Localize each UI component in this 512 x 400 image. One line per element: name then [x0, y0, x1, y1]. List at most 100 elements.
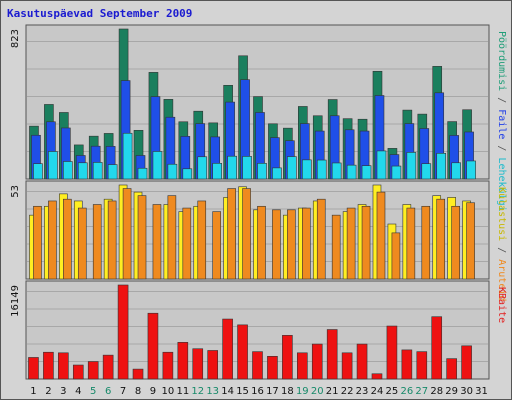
- bar-Aruteid-8: [137, 195, 147, 280]
- bar-Aruteid-23: [361, 205, 371, 280]
- bar-Aruteid-11: [182, 207, 192, 280]
- bar-KBaite-10: [162, 351, 174, 380]
- legend-text: Külastusi / Aruteid: [496, 187, 507, 301]
- bar-KBaite-11: [177, 342, 189, 380]
- bar-Lehekülgi-6: [107, 164, 118, 180]
- bar-Aruteid-14: [227, 188, 236, 280]
- bar-Lehekülgi-18: [287, 156, 297, 180]
- bar-Lehekülgi-26: [406, 152, 417, 180]
- bar-Aruteid-27: [421, 205, 431, 280]
- x-tick-3: 3: [60, 386, 66, 397]
- panel-usage-ymax-label: 823: [10, 29, 21, 48]
- x-tick-26: 26: [400, 386, 413, 397]
- bar-KBaite-2: [43, 351, 54, 380]
- legend-item-KBaite: KBaite: [496, 287, 507, 323]
- bar-KBaite-22: [341, 352, 353, 380]
- bar-Lehekülgi-2: [48, 151, 58, 180]
- bar-KBaite-9: [147, 312, 159, 380]
- bar-Lehekülgi-15: [242, 156, 252, 180]
- bar-Lehekülgi-4: [77, 162, 88, 180]
- bar-Aruteid-1: [33, 205, 42, 280]
- panel-kb-ymax-label: 16149: [10, 285, 21, 317]
- bar-Aruteid-9: [152, 204, 162, 280]
- bar-Aruteid-10: [167, 195, 177, 280]
- x-tick-27: 27: [415, 386, 428, 397]
- bar-KBaite-19: [297, 352, 308, 380]
- bar-Aruteid-4: [77, 207, 87, 280]
- bar-KBaite-16: [252, 351, 263, 380]
- bar-Lehekülgi-13: [212, 163, 222, 180]
- bar-Lehekülgi-20: [316, 159, 327, 180]
- bar-KBaite-7: [117, 284, 129, 380]
- bar-Lehekülgi-10: [167, 163, 178, 180]
- x-tick-28: 28: [430, 386, 443, 397]
- legend-separator: /: [496, 91, 507, 109]
- x-tick-18: 18: [281, 386, 294, 397]
- x-axis-ticks: 1 2 3 4 5 6 7 8 9 10 11 12 13 14 15 16 17 18 19 20 21 22 23 24 2…: [30, 386, 488, 397]
- series-Lehekülgi: [33, 132, 476, 180]
- bar-Lehekülgi-17: [272, 167, 282, 180]
- bar-Lehekülgi-27: [421, 163, 432, 180]
- x-tick-5: 5: [90, 386, 96, 397]
- bar-KBaite-20: [311, 343, 323, 380]
- bar-Aruteid-7: [122, 188, 132, 280]
- bar-KBaite-24: [371, 373, 383, 380]
- x-tick-12: 12: [191, 386, 204, 397]
- x-tick-4: 4: [75, 386, 81, 397]
- bar-Aruteid-2: [48, 200, 57, 280]
- x-tick-20: 20: [311, 386, 324, 397]
- bar-Aruteid-6: [107, 200, 117, 280]
- panel-kb-legend: KBaite: [496, 287, 507, 323]
- x-tick-24: 24: [371, 386, 384, 397]
- panel-visits-legend: Külastusi / Aruteid: [496, 187, 507, 301]
- panel-visits-ymax-label: 53: [10, 185, 21, 198]
- legend-item-Faile: Faile: [496, 109, 507, 139]
- x-tick-8: 8: [135, 386, 141, 397]
- bar-Lehekülgi-29: [451, 162, 461, 180]
- x-tick-1: 1: [30, 386, 36, 397]
- bar-Lehekülgi-19: [302, 159, 312, 180]
- bar-KBaite-13: [207, 350, 218, 380]
- x-tick-25: 25: [386, 386, 399, 397]
- bar-Aruteid-19: [302, 207, 311, 280]
- bar-Aruteid-16: [257, 205, 266, 280]
- bar-KBaite-23: [356, 343, 368, 380]
- bar-Lehekülgi-30: [466, 160, 476, 180]
- x-tick-13: 13: [206, 386, 219, 397]
- legend-text: Pöördumisi / Faile / Lehekülgi: [496, 31, 507, 212]
- bar-Aruteid-30: [466, 202, 475, 280]
- x-tick-16: 16: [251, 386, 264, 397]
- bar-Aruteid-24: [376, 191, 386, 280]
- x-tick-7: 7: [120, 386, 126, 397]
- bar-Lehekülgi-25: [391, 165, 402, 180]
- legend-text: KBaite: [496, 287, 507, 323]
- bar-Aruteid-29: [451, 205, 460, 280]
- bar-KBaite-21: [326, 329, 338, 380]
- bar-KBaite-5: [87, 361, 99, 380]
- x-tick-29: 29: [445, 386, 458, 397]
- bar-Aruteid-12: [197, 200, 207, 280]
- x-tick-31: 31: [475, 386, 488, 397]
- bar-Aruteid-21: [331, 214, 341, 280]
- x-tick-22: 22: [341, 386, 354, 397]
- bar-KBaite-30: [461, 345, 472, 380]
- bar-Lehekülgi-23: [361, 165, 372, 180]
- bar-Aruteid-5: [92, 204, 102, 280]
- bar-Lehekülgi-5: [92, 162, 103, 180]
- bar-Lehekülgi-14: [227, 155, 237, 180]
- legend-separator: /: [496, 139, 507, 157]
- bar-KBaite-6: [102, 354, 114, 380]
- legend-item-Külastusi: Külastusi: [496, 187, 507, 241]
- bar-KBaite-25: [386, 325, 398, 380]
- bar-Lehekülgi-28: [436, 153, 447, 180]
- bar-Aruteid-22: [346, 207, 356, 280]
- bar-KBaite-17: [267, 355, 278, 380]
- legend-separator: /: [496, 241, 507, 259]
- series-Aruteid: [33, 188, 475, 280]
- bar-Lehekülgi-3: [63, 161, 73, 180]
- legend-item-Aruteid: Aruteid: [496, 259, 507, 301]
- bar-Aruteid-25: [391, 232, 401, 280]
- bar-Lehekülgi-9: [152, 151, 163, 180]
